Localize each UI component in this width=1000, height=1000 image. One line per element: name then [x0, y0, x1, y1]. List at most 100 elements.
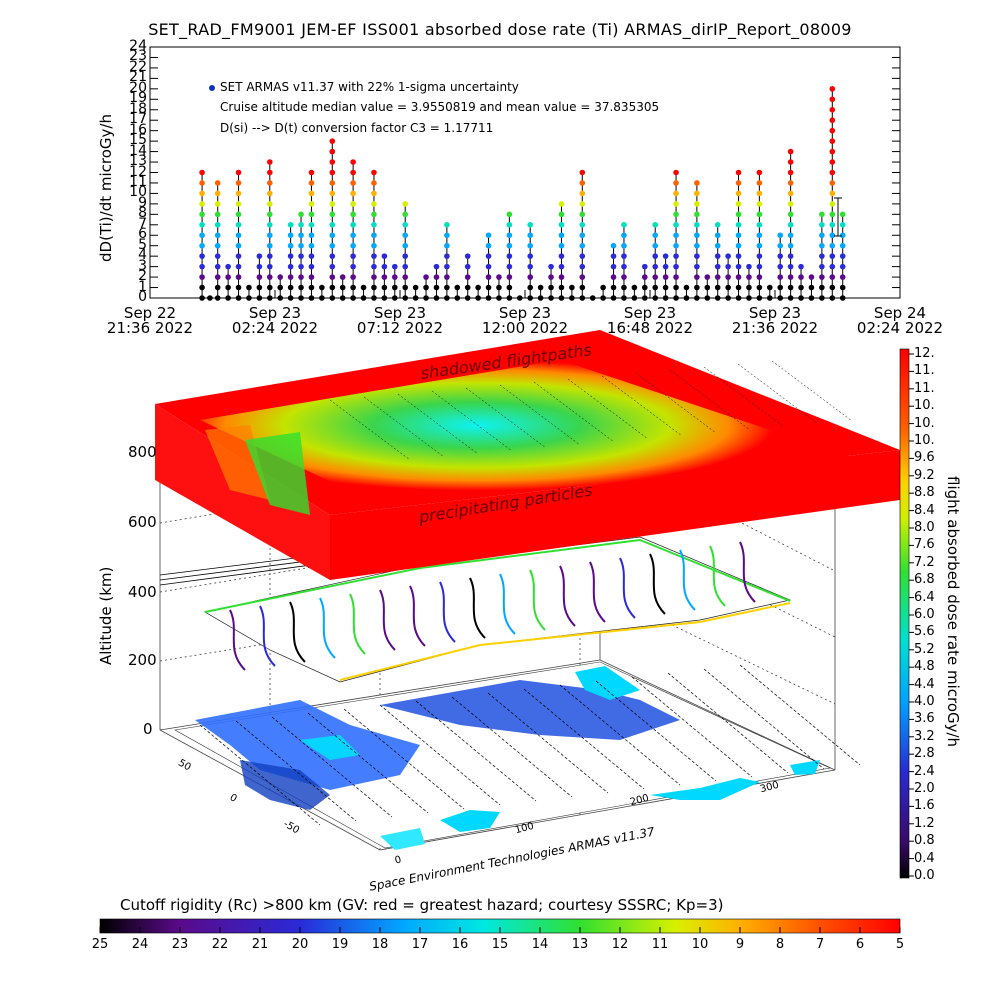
data-point	[506, 295, 513, 301]
data-point	[308, 221, 315, 228]
data-point	[808, 284, 815, 291]
slab-flight-tracks	[329, 360, 853, 461]
data-point	[839, 253, 846, 259]
rigidity-cb-label: 22	[211, 937, 229, 952]
data-point	[735, 190, 742, 197]
annotation-conversion: D(si) --> D(t) conversion factor C3 = 1.…	[220, 121, 494, 135]
data-point	[829, 159, 836, 165]
data-point	[371, 169, 377, 176]
data-point	[756, 284, 763, 291]
map-floor	[174, 661, 831, 850]
data-point	[756, 263, 763, 270]
data-point	[777, 232, 784, 239]
data-point	[756, 190, 763, 197]
data-point	[475, 284, 481, 291]
data-point	[308, 295, 315, 301]
data-point	[527, 232, 534, 239]
dose-cb-label: 9.2	[914, 467, 935, 483]
data-point	[694, 211, 700, 218]
data-point	[839, 274, 846, 280]
data-point	[235, 180, 242, 186]
dose-cb-label: 0.8	[914, 833, 935, 849]
data-point	[777, 274, 784, 280]
data-point	[787, 232, 794, 239]
mid-track	[319, 597, 336, 659]
data-point	[339, 274, 346, 280]
data-point	[371, 201, 377, 207]
y-tick-label: 1	[138, 278, 147, 295]
data-point	[527, 274, 534, 280]
data-point	[735, 263, 742, 270]
data-point	[485, 242, 492, 249]
data-point	[725, 253, 731, 259]
data-point	[694, 295, 700, 301]
data-point	[225, 295, 231, 301]
data-point	[725, 295, 731, 301]
data-point	[371, 284, 377, 291]
data-point	[207, 295, 213, 301]
data-point	[277, 284, 284, 291]
data-point	[819, 263, 825, 270]
data-point	[329, 148, 336, 155]
data-point	[694, 263, 700, 270]
y-tick-label: 9	[138, 194, 147, 211]
data-point	[579, 201, 586, 207]
x-tick-time: 16:48 2022	[606, 319, 694, 337]
data-point	[673, 232, 679, 239]
y-tick-label: 24	[129, 38, 147, 54]
data-point	[266, 242, 273, 249]
data-point	[266, 190, 273, 197]
mid-track	[529, 569, 546, 631]
data-point	[725, 274, 731, 280]
data-point	[631, 295, 638, 301]
data-point	[256, 284, 263, 291]
data-point	[756, 232, 763, 239]
data-point	[652, 284, 659, 291]
data-point	[402, 232, 409, 239]
slab-track	[601, 375, 683, 437]
mid-track	[469, 577, 486, 639]
data-point	[287, 232, 294, 239]
data-point	[621, 263, 627, 270]
dose-cb-label: 11.	[914, 380, 935, 396]
data-point	[214, 253, 221, 259]
data-point	[579, 190, 586, 197]
data-point	[454, 284, 461, 291]
slab-track	[533, 381, 615, 443]
data-point	[350, 284, 356, 291]
data-point	[579, 232, 586, 239]
data-point	[558, 284, 565, 291]
data-point	[673, 274, 679, 280]
data-point	[787, 180, 794, 186]
data-point	[402, 263, 409, 270]
x-tick-label: Sep 23 07:12 2022	[340, 306, 460, 336]
data-point	[214, 274, 221, 280]
data-point	[225, 274, 231, 280]
x-tick-label: Sep 23 21:36 2022	[715, 306, 835, 336]
data-point	[579, 169, 586, 176]
dose-cb-label: 9.6	[914, 450, 935, 466]
data-point	[798, 263, 804, 270]
data-point	[735, 211, 742, 218]
data-point	[819, 242, 825, 249]
data-point	[787, 274, 794, 280]
data-point	[199, 263, 205, 270]
data-point	[329, 138, 336, 144]
data-point	[350, 211, 356, 218]
y-tick-label: 15	[129, 132, 147, 149]
data-point	[329, 242, 336, 249]
mid-track	[409, 585, 426, 647]
data-point	[777, 242, 784, 249]
data-point	[329, 232, 336, 239]
rigidity-cb-label: 13	[571, 937, 589, 952]
data-point	[579, 253, 586, 259]
x-tick-time: 21:36 2022	[106, 319, 194, 337]
dose-cb-label: 3.2	[914, 728, 935, 744]
data-point	[214, 284, 221, 291]
data-point	[735, 221, 742, 228]
data-point	[256, 263, 263, 270]
data-point	[652, 221, 659, 228]
data-point	[329, 201, 336, 207]
data-point	[199, 190, 205, 197]
